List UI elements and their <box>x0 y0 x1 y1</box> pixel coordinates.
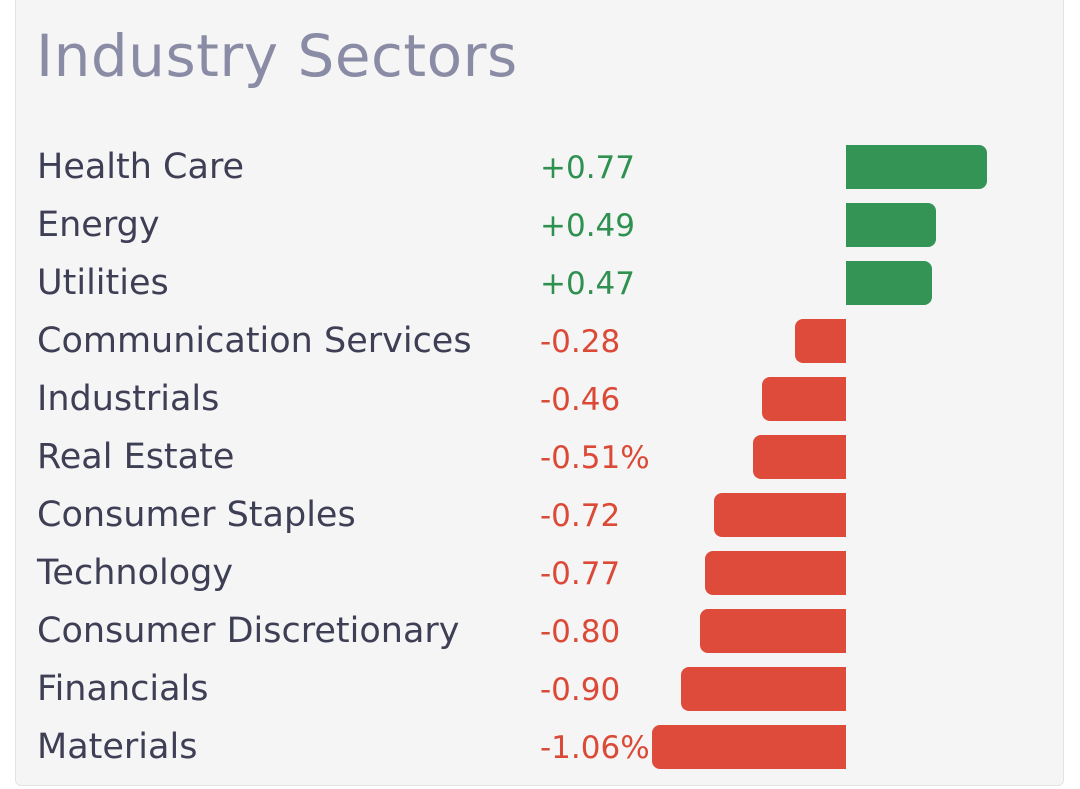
sector-label-utilities: Utilities <box>37 263 169 303</box>
sector-label-industrials: Industrials <box>37 379 220 419</box>
sector-row-utilities: Utilities +0.47 <box>0 255 1080 313</box>
sector-label-financials: Financials <box>37 669 209 709</box>
sector-bar-materials <box>652 725 846 769</box>
sector-value-consumer-staples: -0.72 <box>540 498 621 534</box>
sector-value-health-care: +0.77 <box>540 150 635 186</box>
sector-value-energy: +0.49 <box>540 208 635 244</box>
sector-row-consumer-staples: Consumer Staples -0.72 <box>0 487 1080 545</box>
sector-label-materials: Materials <box>37 727 198 767</box>
sector-value-technology: -0.77 <box>540 556 621 592</box>
sector-bar-utilities <box>846 261 932 305</box>
sector-row-communication-services: Communication Services -0.28 <box>0 313 1080 371</box>
sector-bar-consumer-staples <box>714 493 846 537</box>
sector-row-technology: Technology -0.77 <box>0 545 1080 603</box>
sector-row-financials: Financials -0.90 <box>0 661 1080 719</box>
sector-label-technology: Technology <box>37 553 234 593</box>
sector-bar-energy <box>846 203 936 247</box>
sector-row-health-care: Health Care +0.77 <box>0 139 1080 197</box>
sector-value-materials: -1.06% <box>540 730 650 766</box>
sector-value-financials: -0.90 <box>540 672 621 708</box>
sector-bar-communication-services <box>794 319 846 363</box>
sector-label-real-estate: Real Estate <box>37 437 235 477</box>
sector-bar-technology <box>705 551 846 595</box>
sector-row-materials: Materials -1.06% <box>0 719 1080 777</box>
sector-label-communication-services: Communication Services <box>37 321 472 361</box>
sectors-card <box>15 0 1064 786</box>
sector-label-health-care: Health Care <box>37 147 245 187</box>
sector-bar-industrials <box>761 377 846 421</box>
sector-row-energy: Energy +0.49 <box>0 197 1080 255</box>
sector-value-communication-services: -0.28 <box>540 324 621 360</box>
sector-bar-financials <box>681 667 846 711</box>
sector-bar-health-care <box>846 145 987 189</box>
card-title: Industry Sectors <box>36 22 518 90</box>
sector-label-consumer-staples: Consumer Staples <box>37 495 356 535</box>
sector-row-consumer-discretionary: Consumer Discretionary -0.80 <box>0 603 1080 661</box>
sector-value-industrials: -0.46 <box>540 382 621 418</box>
sector-label-consumer-discretionary: Consumer Discretionary <box>37 611 460 651</box>
sector-value-real-estate: -0.51% <box>540 440 650 476</box>
sector-label-energy: Energy <box>37 205 160 245</box>
sector-row-industrials: Industrials -0.46 <box>0 371 1080 429</box>
sector-value-consumer-discretionary: -0.80 <box>540 614 621 650</box>
sector-bar-consumer-discretionary <box>699 609 846 653</box>
sector-bar-real-estate <box>752 435 846 479</box>
sector-row-real-estate: Real Estate -0.51% <box>0 429 1080 487</box>
sector-value-utilities: +0.47 <box>540 266 635 302</box>
